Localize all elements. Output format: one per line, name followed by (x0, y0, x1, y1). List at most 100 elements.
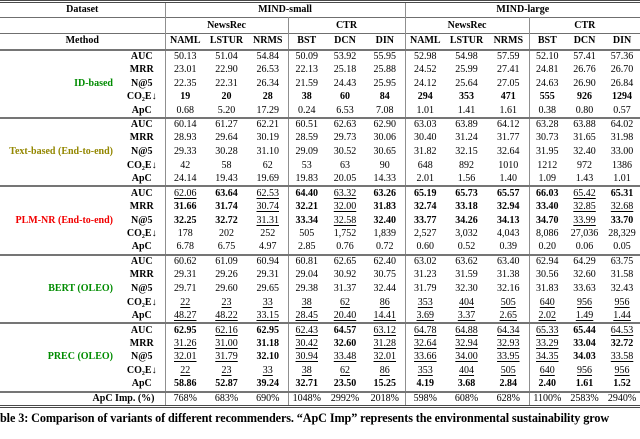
value-cell: 2.01 (404, 172, 446, 187)
column-header-din-5: DIN (375, 35, 394, 47)
column-header-naml-0: NAML (164, 33, 205, 50)
value-cell: 64.29 (573, 256, 596, 268)
table-row: Text-based (End-to-end) AUC 60.14 61.27 62.2… (0, 117, 640, 157)
value-cell: 27,036 (570, 228, 599, 240)
value-cell: 32.72 (215, 214, 238, 226)
value-cell: 60.51 (287, 117, 325, 132)
value-cell: 32.10 (256, 351, 280, 363)
metric-label: ApC (131, 104, 152, 116)
table-row: MRR 29.31 29.26 29.31 29.04 30.92 30.75 31.23 31… (0, 268, 640, 283)
value-cell: 64.34 (497, 324, 520, 336)
value-cell: 471 (500, 91, 516, 103)
value-cell: 22 (164, 295, 205, 310)
value-cell: 34.03 (573, 351, 596, 363)
table-row: MRR 31.26 31.00 31.18 30.42 32.60 31.28 32.64 32… (0, 336, 640, 351)
value-cell: 34.00 (455, 351, 478, 363)
value-cell: 23 (221, 296, 232, 308)
value-cell: 1212 (528, 159, 566, 173)
value-cell: 31.95 (528, 145, 566, 159)
value-cell: 404 (459, 365, 475, 377)
value-cell: 3.68 (457, 378, 476, 390)
value-cell: 20.40 (333, 309, 357, 321)
value-cell: 2.84 (499, 378, 518, 390)
value-cell: 33.29 (528, 336, 566, 351)
value-cell: 22.31 (215, 77, 238, 89)
value-cell: 1010 (498, 159, 519, 171)
value-cell: 32.85 (573, 200, 596, 212)
value-cell: 505 (500, 296, 516, 308)
value-cell: 32.71 (287, 378, 325, 392)
method-header-label: Method (65, 35, 99, 47)
value-cell: 27.05 (497, 77, 520, 89)
value-cell: 86 (379, 365, 390, 377)
value-cell: 32.43 (610, 283, 634, 295)
metric-label: MRR (129, 269, 154, 281)
value-cell: 33.40 (528, 200, 566, 214)
value-cell: 8,086 (528, 227, 566, 242)
value-cell: 31.65 (573, 132, 596, 144)
value-cell: 30.06 (373, 132, 397, 144)
value-cell: 33.15 (256, 309, 280, 321)
value-cell: 31.83 (373, 200, 397, 212)
value-cell: 50.09 (287, 49, 325, 64)
table-row: N@5 22.35 22.31 26.34 21.59 24.43 25.95 24.12 25… (0, 76, 640, 91)
value-cell: 1.01 (404, 104, 446, 118)
value-cell: 29.31 (164, 268, 205, 283)
value-cell: 62.95 (256, 324, 280, 336)
apc-imp-value: 628% (496, 392, 520, 404)
value-cell: 32.40 (373, 214, 397, 226)
value-cell: 65.73 (455, 187, 478, 199)
value-cell: 53.92 (333, 50, 357, 62)
value-cell: 33.70 (610, 214, 634, 226)
value-cell: 19.69 (256, 173, 280, 185)
column-header-din-11: DIN (612, 35, 632, 47)
value-cell: 956 (577, 365, 593, 377)
value-cell: 252 (260, 228, 276, 240)
value-cell: 30.74 (256, 200, 280, 212)
value-cell: 505 (500, 365, 516, 377)
table-row: PLM-NR (End-to-end) AUC 62.06 63.64 62.53 64.… (0, 186, 640, 226)
value-cell: 0.72 (376, 241, 394, 253)
value-cell: 64.53 (610, 324, 634, 336)
apc-imp-label: ApC Imp. (%) (92, 392, 155, 404)
value-cell: 29.04 (287, 268, 325, 283)
value-cell: 956 (614, 296, 630, 308)
value-cell: 15.25 (373, 378, 397, 390)
table-row: N@5 29.33 30.28 31.10 29.09 30.52 30.65 31.82 32… (0, 145, 640, 159)
value-cell: 29.60 (215, 283, 238, 295)
metric-label: AUC (130, 187, 153, 199)
value-cell: 31.28 (373, 337, 397, 349)
value-cell: 52.98 (404, 49, 446, 64)
value-cell: 26.53 (256, 64, 280, 76)
value-cell: 32.64 (497, 146, 520, 158)
value-cell: 84 (379, 91, 390, 103)
value-cell: 50.13 (164, 49, 205, 64)
value-cell: 63.62 (455, 256, 478, 268)
value-cell: 32.01 (373, 351, 397, 363)
value-cell: 64.02 (610, 119, 634, 131)
value-cell: 90 (379, 159, 390, 171)
apc-imp-value: 1100% (528, 391, 566, 407)
value-cell: 64.12 (497, 119, 520, 131)
metric-label: ApC (131, 241, 152, 253)
value-cell: 0.06 (575, 241, 594, 253)
value-cell: 31.79 (404, 282, 446, 296)
value-cell: 63.88 (573, 119, 596, 131)
value-cell: 353 (404, 364, 446, 378)
value-cell: 30.92 (333, 269, 357, 281)
header-row-dataset: Dataset MIND-small MIND-large (0, 1, 640, 18)
value-cell: 26.34 (256, 77, 280, 89)
value-cell: 62.95 (164, 323, 205, 337)
value-cell: 0.80 (575, 104, 594, 116)
value-cell: 27.41 (497, 64, 520, 76)
group-label-plm-nr-end-to-end: PLM-NR (End-to-end) (15, 214, 114, 226)
header-row-model-groups: NewsRec CTR NewsRec CTR (0, 17, 640, 34)
value-cell: 24.43 (333, 77, 357, 89)
value-cell: 61.27 (215, 119, 238, 131)
metric-label: MRR (129, 64, 154, 76)
metric-label: MRR (129, 200, 154, 212)
apc-imp-row: ApC Imp. (%) 768% 683% 690% 1048% 2992% 2018%… (0, 391, 640, 407)
apc-imp-value: 608% (454, 392, 479, 404)
table-row: CO₂E↓ 22 23 33 38 62 86 353 404 505 640 956 956 (0, 364, 640, 378)
metric-label: N@5 (130, 146, 153, 158)
